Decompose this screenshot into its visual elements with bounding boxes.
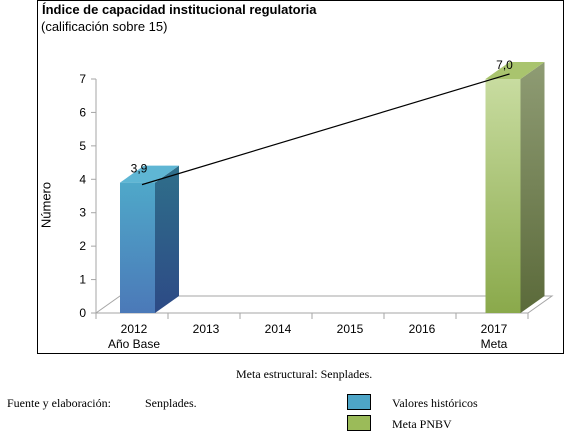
y-tick-label: 0 <box>79 306 86 320</box>
trend-line <box>141 73 510 186</box>
x-tick-label: 2015 <box>337 322 364 336</box>
bar-side-face <box>155 165 179 313</box>
data-label: 7,0 <box>496 58 513 72</box>
bar-top-face <box>485 62 545 79</box>
y-tick-label: 2 <box>79 239 86 253</box>
source-value: Senplades. <box>145 396 197 410</box>
y-tick-label: 5 <box>79 139 86 153</box>
source-label: Fuente y elaboración: <box>7 396 111 410</box>
bar-side-face <box>520 62 545 313</box>
x-tick-label: 2012 <box>121 322 148 336</box>
bar-front-face <box>485 79 521 313</box>
x-tick-label: 2016 <box>409 322 436 336</box>
bar-2017 <box>485 62 545 313</box>
legend-swatch-historic <box>347 394 371 410</box>
legend-swatch-meta <box>347 415 371 431</box>
bar-front-face <box>120 182 155 313</box>
y-tick-label: 4 <box>79 172 86 186</box>
bar-top-face <box>120 165 179 183</box>
legend-label-historic: Valores históricos <box>392 396 478 410</box>
x-tick-label: 2014 <box>265 322 292 336</box>
bar-2012 <box>120 165 179 313</box>
x-tick-label: 2017 <box>481 322 508 336</box>
x-tick-sublabel: Meta <box>481 337 508 351</box>
y-tick-label: 6 <box>79 105 86 119</box>
y-tick-label: 1 <box>79 273 86 287</box>
meta-note: Meta estructural: Senplades. <box>236 367 373 381</box>
x-tick-sublabel: Año Base <box>108 337 160 351</box>
y-tick-label: 3 <box>79 206 86 220</box>
x-tick-label: 2013 <box>193 322 220 336</box>
y-tick-label: 7 <box>79 72 86 86</box>
data-label: 3,9 <box>131 162 148 176</box>
chart-frame: Índice de capacidad institucional regula… <box>37 0 564 354</box>
chart-subtitle: (calificación sobre 15) <box>41 19 168 34</box>
legend-label-meta: Meta PNBV <box>392 417 452 431</box>
chart-title: Índice de capacidad institucional regula… <box>42 2 317 17</box>
